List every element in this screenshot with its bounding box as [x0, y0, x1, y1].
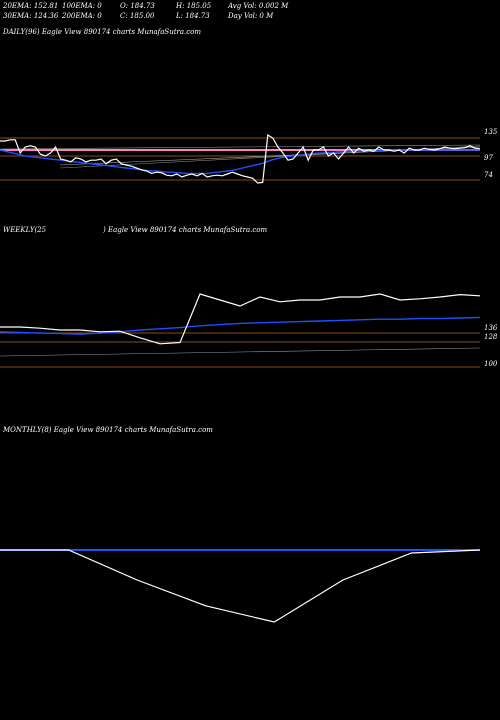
daily-price-line — [0, 134, 481, 184]
ema20-label: 20EMA: 152.81 — [3, 2, 59, 10]
monthly-panel-title: MONTHLY(8) Eagle View 890174 charts Muna… — [3, 426, 213, 434]
monthly-price-line — [0, 549, 481, 623]
weekly-level-100: 100 — [484, 360, 498, 368]
avg-vol-label: Avg Vol: 0.002 M — [228, 2, 289, 10]
daily-level-135: 135 — [484, 128, 498, 136]
day-vol-label: Day Vol: 0 M — [228, 12, 274, 20]
weekly-panel-title-left: WEEKLY(25 — [3, 226, 47, 234]
weekly-panel-title-right: ) Eagle View 890174 charts MunafaSutra.c… — [103, 226, 268, 234]
daily-level-97: 97 — [484, 154, 493, 162]
daily-level-74: 74 — [484, 171, 493, 179]
ema100-label: 100EMA: 0 — [62, 2, 102, 10]
close-label: C: 185.00 — [120, 12, 155, 20]
ema200-label: 200EMA: 0 — [62, 12, 102, 20]
ema30-label: 30EMA: 124.36 — [3, 12, 59, 20]
open-label: O: 184.73 — [120, 2, 155, 10]
weekly-ema-line — [0, 316, 481, 335]
weekly-level-128: 128 — [484, 333, 498, 341]
low-label: L: 184.73 — [176, 12, 210, 20]
daily-panel-title: DAILY(96) Eagle View 890174 charts Munaf… — [3, 28, 202, 36]
daily-ma-line — [0, 144, 481, 150]
weekly-level-136: 136 — [484, 324, 498, 332]
weekly-ma-line — [0, 347, 481, 357]
high-label: H: 185.05 — [176, 2, 212, 10]
weekly-price-line — [0, 293, 481, 345]
